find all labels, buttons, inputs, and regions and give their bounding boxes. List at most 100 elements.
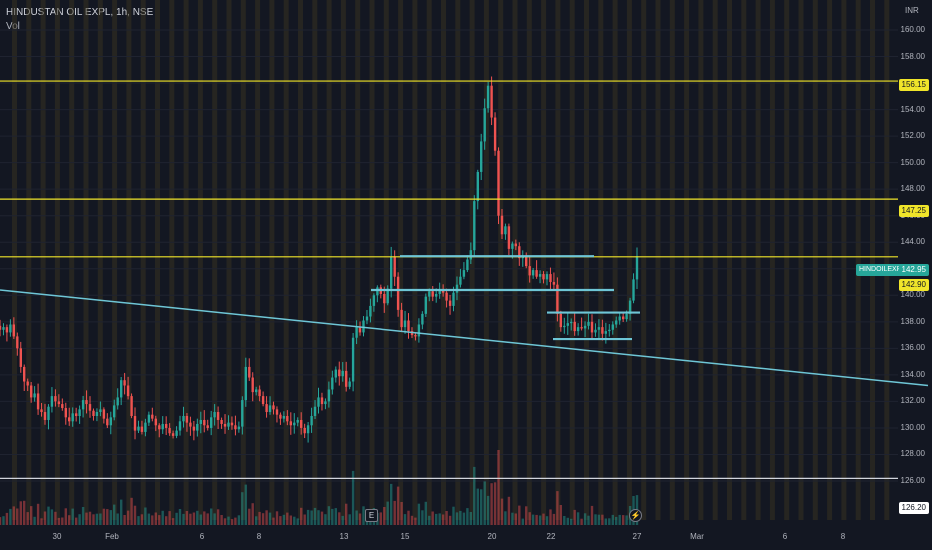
candle-body	[251, 377, 254, 393]
candle-body	[431, 291, 434, 297]
session-band	[584, 0, 589, 520]
candle-body	[158, 425, 161, 430]
volume-bar	[355, 510, 358, 525]
candle-body	[438, 289, 441, 294]
volume-bar	[137, 516, 140, 525]
candle-body	[244, 366, 247, 401]
price-tag-156: 156.15	[898, 79, 929, 91]
session-band	[112, 0, 118, 520]
candle-body	[289, 421, 292, 426]
volume-bar	[158, 515, 161, 525]
volume-bar	[403, 514, 407, 525]
candle-body	[324, 401, 327, 405]
y-tick-label: 140.00	[900, 290, 925, 300]
candle-body	[556, 284, 559, 314]
session-band	[312, 0, 318, 520]
y-tick-label: 158.00	[900, 51, 925, 61]
candle-body	[171, 433, 175, 436]
volume-bar	[424, 501, 427, 525]
session-band	[855, 0, 861, 520]
candle-body	[376, 287, 379, 296]
session-band	[12, 0, 17, 520]
candle-body	[237, 426, 241, 430]
candle-body	[120, 380, 123, 398]
volume-bar	[92, 514, 95, 525]
session-band	[569, 0, 575, 520]
volume-bar	[486, 495, 490, 525]
session-band	[169, 0, 175, 520]
volume-bar	[261, 513, 265, 525]
volume-bar	[213, 513, 216, 525]
candle-body	[511, 243, 514, 249]
y-tick-label: 160.00	[900, 25, 925, 34]
candle-body	[310, 416, 313, 426]
session-band	[612, 0, 618, 520]
volume-bar	[43, 511, 47, 525]
candle-body	[272, 405, 275, 410]
volume-bar	[490, 483, 493, 525]
candle-body	[545, 274, 549, 280]
candle-body	[213, 412, 216, 418]
candle-body	[26, 381, 29, 386]
volume-bar	[293, 516, 296, 525]
session-band	[441, 0, 446, 520]
candle-body	[95, 412, 99, 417]
volume-bar	[185, 511, 189, 525]
session-band	[240, 0, 246, 520]
candle-body	[147, 414, 151, 423]
candle-body	[123, 380, 126, 386]
chart-title: HINDUSTAN OIL EXPL, 1h, NSE	[6, 7, 154, 18]
volume-bar	[78, 514, 81, 525]
candle-body	[154, 418, 157, 426]
candle-body	[559, 313, 562, 328]
volume-bar	[608, 518, 611, 525]
volume-bar	[528, 512, 531, 525]
volume-bar	[275, 511, 279, 525]
y-tick-label: 148.00	[900, 184, 925, 194]
volume-bar	[248, 508, 251, 525]
candle-body	[78, 409, 81, 417]
candle-body	[563, 325, 566, 328]
candle-body	[23, 366, 26, 382]
volume-bar	[542, 513, 545, 525]
x-tick-label: 8	[256, 532, 262, 541]
candle-body	[386, 288, 389, 304]
earnings-marker[interactable]: E	[365, 509, 378, 522]
candle-body	[327, 389, 331, 402]
volume-bar	[88, 511, 92, 525]
candle-body	[345, 370, 348, 387]
volume-bar	[54, 511, 57, 525]
volume-bar	[518, 505, 521, 525]
session-band	[412, 0, 418, 520]
candle-body	[504, 226, 507, 235]
volume-bar	[126, 510, 130, 525]
volume-bar	[386, 501, 389, 525]
volume-bar	[171, 518, 175, 525]
candle-body	[473, 201, 476, 251]
volume-bar	[199, 514, 202, 525]
volume-bar	[40, 518, 43, 525]
volume-bar	[154, 512, 157, 525]
volume-bar	[203, 511, 206, 525]
volume-bar	[587, 515, 590, 525]
candle-body	[227, 422, 230, 427]
volume-bar	[123, 515, 126, 525]
session-band	[212, 0, 218, 520]
candle-body	[362, 320, 365, 333]
candle-body	[182, 416, 185, 422]
candle-body	[490, 85, 493, 118]
volume-bar	[286, 512, 289, 525]
volume-bar	[85, 512, 88, 525]
candle-body	[102, 409, 106, 419]
candle-body	[265, 404, 268, 413]
y-tick-label: 152.00	[900, 131, 925, 141]
candle-body	[441, 289, 445, 293]
candle-body	[36, 393, 40, 410]
candle-body	[400, 309, 403, 328]
candle-body	[282, 416, 286, 419]
candle-body	[618, 316, 621, 321]
candle-body	[452, 292, 455, 306]
candle-body	[16, 336, 19, 349]
dividend-marker-icon[interactable]: ⚡	[629, 509, 642, 522]
